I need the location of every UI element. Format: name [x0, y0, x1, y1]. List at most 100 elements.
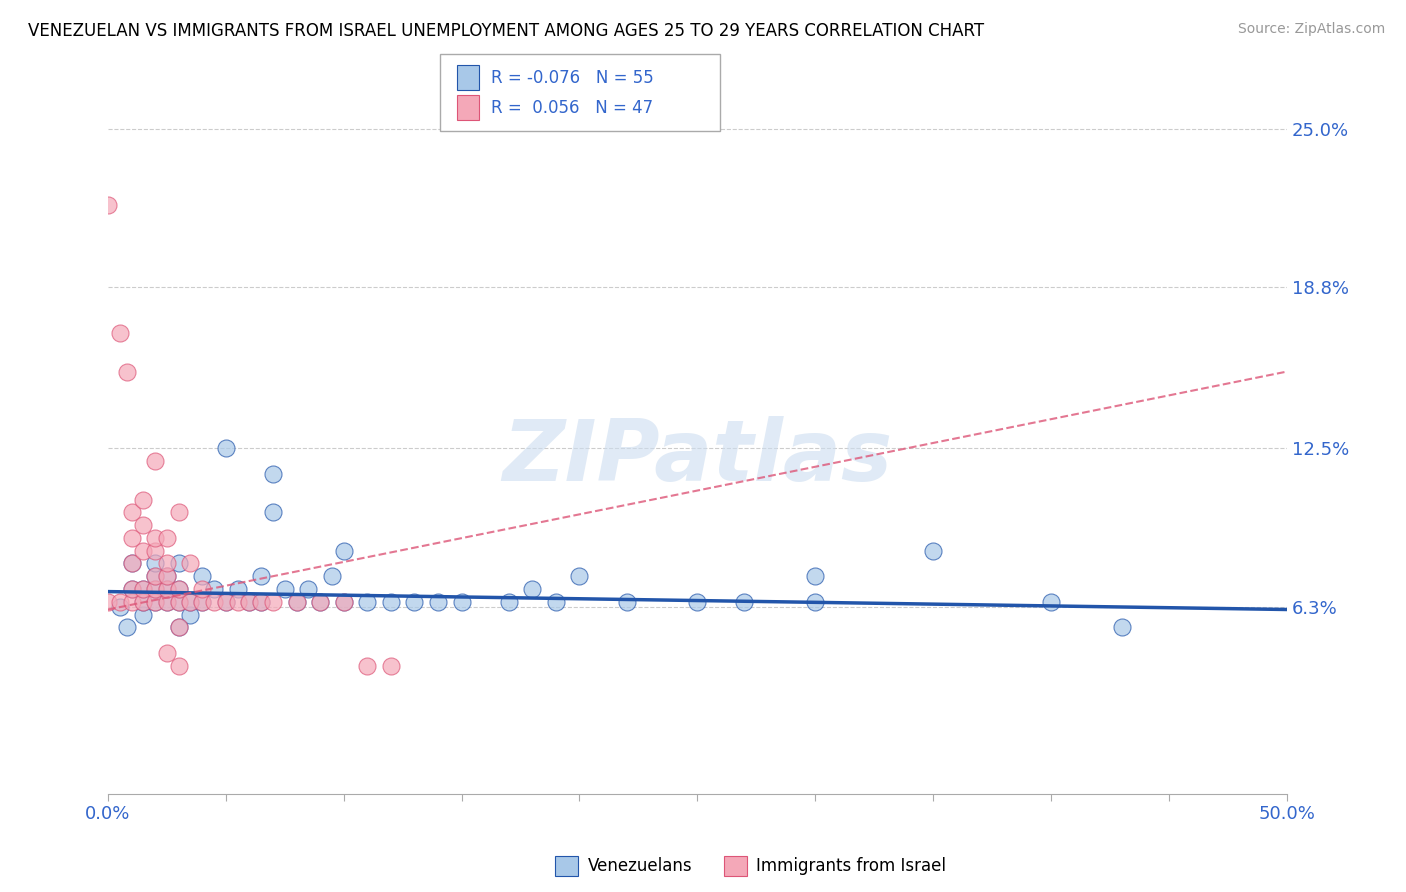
- Point: [616, 595, 638, 609]
- Point: [202, 595, 225, 609]
- Point: [167, 658, 190, 673]
- Point: [498, 595, 520, 609]
- Point: [274, 582, 297, 596]
- Point: [167, 557, 190, 571]
- Point: [262, 595, 284, 609]
- Point: [250, 595, 273, 609]
- Point: [297, 582, 319, 596]
- Point: [332, 543, 354, 558]
- Point: [238, 595, 260, 609]
- Point: [156, 557, 179, 571]
- Point: [427, 595, 450, 609]
- Point: [922, 543, 945, 558]
- Point: [285, 595, 308, 609]
- Point: [143, 569, 166, 583]
- Point: [132, 595, 155, 609]
- Point: [167, 620, 190, 634]
- Point: [380, 595, 402, 609]
- Text: VENEZUELAN VS IMMIGRANTS FROM ISRAEL UNEMPLOYMENT AMONG AGES 25 TO 29 YEARS CORR: VENEZUELAN VS IMMIGRANTS FROM ISRAEL UNE…: [28, 22, 984, 40]
- Text: R = -0.076   N = 55: R = -0.076 N = 55: [491, 69, 654, 87]
- Point: [143, 569, 166, 583]
- Point: [191, 569, 214, 583]
- Point: [143, 582, 166, 596]
- Text: Immigrants from Israel: Immigrants from Israel: [756, 857, 946, 875]
- Point: [804, 595, 827, 609]
- Text: Source: ZipAtlas.com: Source: ZipAtlas.com: [1237, 22, 1385, 37]
- Point: [262, 505, 284, 519]
- Text: ZIPatlas: ZIPatlas: [502, 416, 893, 499]
- Point: [179, 595, 201, 609]
- Point: [734, 595, 756, 609]
- Point: [156, 569, 179, 583]
- Point: [132, 607, 155, 622]
- Point: [143, 595, 166, 609]
- Point: [143, 582, 166, 596]
- Point: [156, 595, 179, 609]
- Point: [544, 595, 567, 609]
- Point: [356, 595, 378, 609]
- Point: [686, 595, 709, 609]
- Point: [262, 467, 284, 481]
- Point: [108, 599, 131, 614]
- Point: [132, 492, 155, 507]
- Point: [121, 557, 143, 571]
- Point: [332, 595, 354, 609]
- Point: [115, 620, 138, 634]
- Point: [121, 505, 143, 519]
- Point: [156, 595, 179, 609]
- Point: [108, 326, 131, 341]
- Point: [179, 557, 201, 571]
- Point: [226, 595, 249, 609]
- Point: [215, 595, 238, 609]
- Point: [132, 543, 155, 558]
- Point: [143, 557, 166, 571]
- Point: [167, 582, 190, 596]
- Point: [215, 442, 238, 456]
- Point: [215, 595, 238, 609]
- Point: [191, 595, 214, 609]
- Point: [97, 198, 120, 212]
- Point: [250, 569, 273, 583]
- Point: [156, 569, 179, 583]
- Point: [156, 646, 179, 660]
- Point: [121, 582, 143, 596]
- Point: [121, 595, 143, 609]
- Point: [309, 595, 332, 609]
- Point: [115, 365, 138, 379]
- Point: [191, 595, 214, 609]
- Point: [143, 543, 166, 558]
- Point: [179, 607, 201, 622]
- Point: [380, 658, 402, 673]
- Point: [167, 595, 190, 609]
- Point: [156, 582, 179, 596]
- Point: [97, 595, 120, 609]
- Text: Venezuelans: Venezuelans: [588, 857, 692, 875]
- Point: [191, 582, 214, 596]
- Point: [321, 569, 343, 583]
- Point: [167, 505, 190, 519]
- Point: [132, 595, 155, 609]
- Point: [332, 595, 354, 609]
- Point: [156, 582, 179, 596]
- Point: [202, 582, 225, 596]
- Point: [568, 569, 591, 583]
- Point: [450, 595, 472, 609]
- Point: [167, 582, 190, 596]
- Point: [108, 595, 131, 609]
- Point: [156, 531, 179, 545]
- Point: [167, 595, 190, 609]
- Point: [285, 595, 308, 609]
- Point: [143, 531, 166, 545]
- Point: [1111, 620, 1133, 634]
- Point: [404, 595, 426, 609]
- Text: R =  0.056   N = 47: R = 0.056 N = 47: [491, 99, 652, 117]
- Point: [121, 531, 143, 545]
- Point: [132, 582, 155, 596]
- Point: [121, 582, 143, 596]
- Point: [226, 582, 249, 596]
- Point: [1039, 595, 1062, 609]
- Point: [522, 582, 544, 596]
- Point: [804, 569, 827, 583]
- Point: [167, 620, 190, 634]
- Point: [250, 595, 273, 609]
